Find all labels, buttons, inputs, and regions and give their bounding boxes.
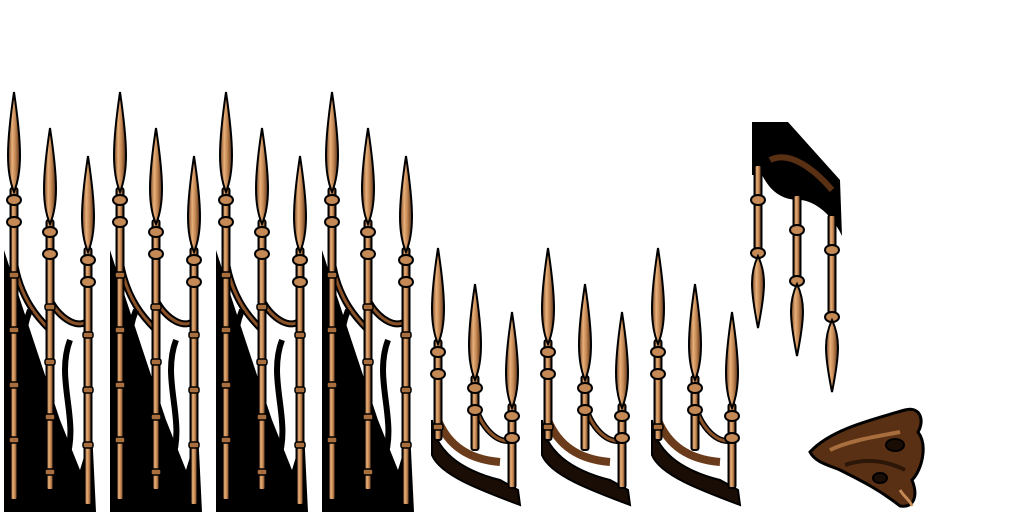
skull-debris	[808, 407, 925, 508]
tall-spike-fence-3	[216, 91, 308, 512]
tall-spike-fence-2	[110, 91, 202, 512]
tall-spike-fence-1	[4, 91, 96, 512]
sprite-layer	[4, 91, 925, 512]
short-spike-fence-3	[650, 247, 742, 507]
hanging-spikes	[750, 122, 842, 393]
short-spike-fence-1	[430, 247, 522, 507]
tall-spike-fence-4	[322, 91, 414, 512]
short-spike-fence-2	[540, 247, 632, 507]
